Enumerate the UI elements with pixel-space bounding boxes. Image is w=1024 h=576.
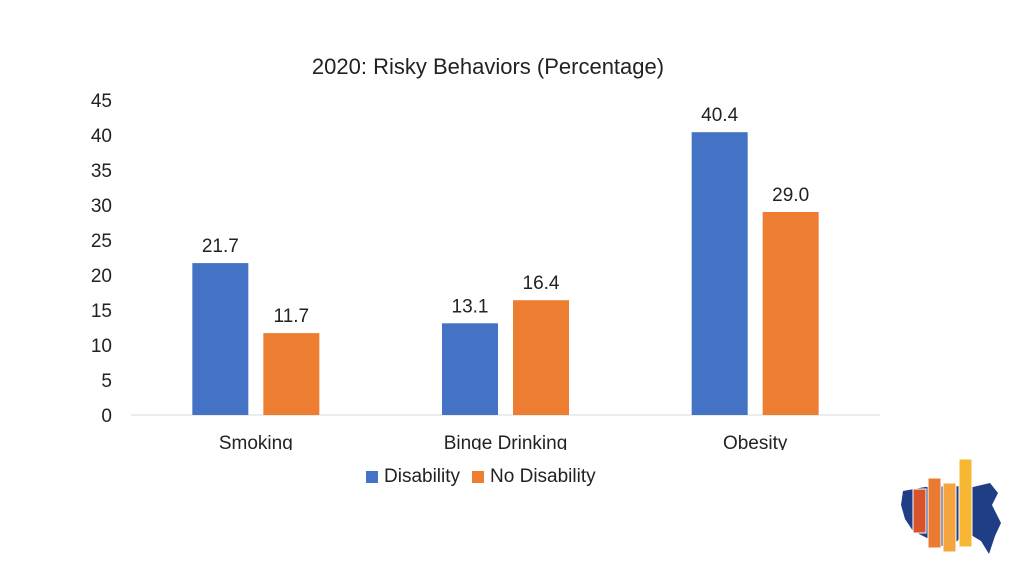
bar-no-disability-smoking — [263, 333, 320, 415]
legend-item-no-disability: No Disability — [472, 466, 596, 488]
y-axis-ticks: 0 5 10 15 20 25 30 35 40 45 — [91, 91, 112, 427]
y-tick-label: 0 — [101, 406, 112, 427]
logo-bar-2 — [927, 477, 942, 549]
legend-swatch-disability — [366, 471, 378, 483]
y-tick-label: 10 — [91, 336, 112, 357]
bar-no-disability-obesity — [762, 212, 819, 415]
y-tick-label: 35 — [91, 161, 112, 182]
bar-disability-binge-drinking — [442, 323, 498, 415]
legend-item-disability: Disability — [366, 466, 460, 488]
logo-bar-1 — [912, 488, 927, 534]
y-tick-label: 30 — [91, 196, 112, 217]
y-tick-label: 25 — [91, 231, 112, 252]
chart-title: 2020: Risky Behaviors (Percentage) — [312, 54, 664, 79]
x-axis-ticks: Smoking Binge Drinking Obesity — [219, 433, 788, 450]
legend-label-disability: Disability — [384, 466, 461, 487]
y-tick-label: 15 — [91, 301, 112, 322]
legend-swatch-no-disability — [472, 471, 485, 483]
bar-value-label: 16.4 — [523, 273, 560, 294]
y-tick-label: 20 — [91, 266, 112, 287]
x-tick-label: Obesity — [723, 433, 788, 450]
bar-no-disability-binge-drinking — [513, 300, 569, 415]
bar-value-label: 13.1 — [452, 296, 489, 317]
bar-disability-smoking — [192, 263, 249, 415]
bar-value-label: 11.7 — [274, 306, 310, 327]
y-tick-label: 40 — [91, 126, 112, 147]
legend: Disability No Disability — [366, 466, 608, 488]
bar-value-label: 40.4 — [701, 105, 738, 126]
bar-value-label: 29.0 — [772, 185, 809, 206]
x-tick-label: Binge Drinking — [444, 433, 568, 450]
us-map-bar-chart-logo — [901, 458, 1001, 554]
x-tick-label: Smoking — [219, 433, 293, 450]
bar-chart: 2020: Risky Behaviors (Percentage) 0 5 10 1… — [91, 54, 880, 450]
bar-value-label: 21.7 — [202, 236, 239, 257]
bar-value-labels: 21.7 11.7 13.1 16.4 40.4 29.0 — [202, 105, 809, 327]
y-tick-label: 45 — [91, 91, 112, 112]
bars — [192, 132, 819, 415]
legend-label-no-disability: No Disability — [490, 466, 596, 487]
logo-bar-3 — [942, 482, 957, 553]
y-tick-label: 5 — [101, 371, 112, 392]
bar-disability-obesity — [691, 132, 748, 415]
logo-bar-4 — [958, 458, 973, 548]
